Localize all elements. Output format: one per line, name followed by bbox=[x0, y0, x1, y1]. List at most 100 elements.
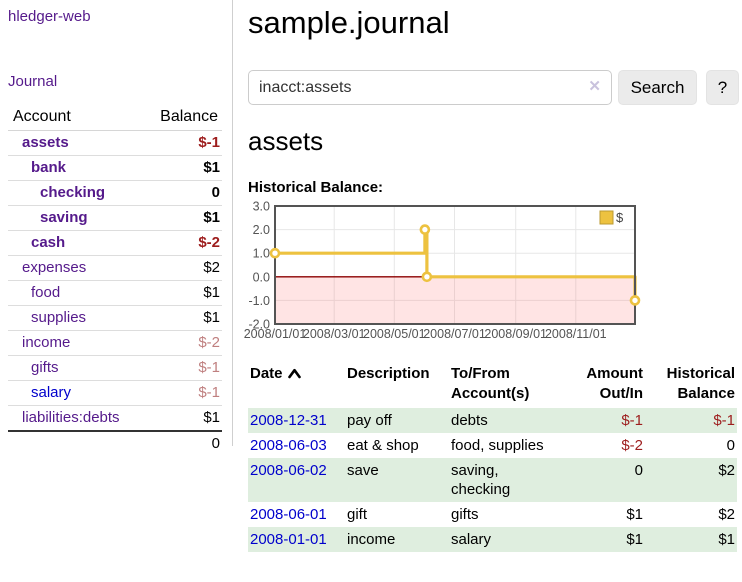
accounts-header-balance: Balance bbox=[141, 105, 222, 131]
search-button[interactable]: Search bbox=[618, 70, 697, 105]
accounts-header-account: Account bbox=[8, 105, 142, 131]
transaction-accounts: food, supplies bbox=[451, 437, 544, 454]
transaction-date-link[interactable]: 2008-06-02 bbox=[250, 462, 327, 479]
account-link[interactable]: food bbox=[31, 284, 61, 301]
account-balance: $-2 bbox=[141, 230, 222, 256]
svg-text:2008/09/01: 2008/09/01 bbox=[484, 327, 547, 341]
transaction-row: 2008-12-31 pay off debts $-1 $-1 bbox=[248, 408, 737, 433]
accounts-header-row: Account Balance bbox=[8, 105, 222, 131]
account-link[interactable]: salary bbox=[31, 384, 72, 401]
transaction-balance: $2 bbox=[718, 462, 735, 479]
account-link[interactable]: checking bbox=[40, 184, 106, 201]
account-link[interactable]: liabilities:debts bbox=[22, 409, 120, 426]
transaction-date-link[interactable]: 2008-06-01 bbox=[250, 506, 327, 523]
transaction-row: 2008-06-02 save saving, checking 0 $2 bbox=[248, 458, 737, 502]
data-point-marker bbox=[421, 271, 433, 283]
account-link[interactable]: assets bbox=[22, 134, 69, 151]
svg-text:3.0: 3.0 bbox=[253, 200, 270, 214]
svg-text:2008/07/01: 2008/07/01 bbox=[423, 327, 486, 341]
account-balance: $-2 bbox=[141, 330, 222, 356]
transaction-description: eat & shop bbox=[347, 437, 419, 454]
account-row: supplies $1 bbox=[8, 305, 222, 331]
sidebar-item-journal[interactable]: Journal bbox=[8, 73, 58, 90]
transaction-amount: 0 bbox=[634, 462, 643, 479]
transaction-accounts: salary bbox=[451, 531, 492, 548]
transaction-description: pay off bbox=[347, 412, 392, 429]
transaction-row: 2008-06-01 gift gifts $1 $2 bbox=[248, 502, 737, 527]
clear-search-icon[interactable]: ✕ bbox=[588, 78, 601, 95]
account-balance: 0 bbox=[141, 180, 222, 206]
transaction-amount: $1 bbox=[626, 531, 643, 548]
account-row: saving $1 bbox=[8, 205, 222, 231]
transaction-balance: 0 bbox=[726, 437, 735, 454]
search-form: ✕ Search ? bbox=[248, 70, 742, 105]
help-button[interactable]: ? bbox=[706, 70, 739, 105]
account-balance: $-1 bbox=[141, 380, 222, 406]
transaction-description: income bbox=[347, 531, 396, 548]
data-point-marker bbox=[629, 295, 641, 306]
account-balance: $1 bbox=[141, 280, 222, 306]
account-balance: $1 bbox=[141, 305, 222, 331]
transaction-date-link[interactable]: 2008-12-31 bbox=[250, 412, 327, 429]
account-row: food $1 bbox=[8, 280, 222, 306]
accounts-total-row: 0 bbox=[8, 430, 222, 456]
main-content: sample.journal ✕ Search ? assets Histori… bbox=[244, 0, 742, 552]
account-link[interactable]: expenses bbox=[22, 259, 87, 276]
svg-text:2008/01/01: 2008/01/01 bbox=[244, 327, 307, 341]
transaction-description: gift bbox=[347, 506, 368, 523]
transactions-table: Date Description To/From Account(s) Amou… bbox=[248, 362, 737, 552]
data-point-marker bbox=[419, 224, 431, 235]
svg-text:-1.0: -1.0 bbox=[248, 294, 270, 308]
transaction-description: save bbox=[347, 462, 379, 479]
transaction-amount: $-1 bbox=[621, 412, 643, 429]
data-point-marker bbox=[269, 247, 281, 259]
account-balance: $-1 bbox=[141, 355, 222, 381]
accounts-total-value: 0 bbox=[141, 430, 222, 456]
transaction-row: 2008-06-03 eat & shop food, supplies $-2 0 bbox=[248, 433, 737, 458]
account-link[interactable]: income bbox=[22, 334, 71, 351]
svg-text:1.0: 1.0 bbox=[253, 247, 270, 261]
account-link[interactable]: supplies bbox=[31, 309, 87, 326]
account-balance: $2 bbox=[141, 255, 222, 281]
register-heading: assets bbox=[248, 126, 324, 156]
transaction-balance: $-1 bbox=[713, 412, 735, 429]
column-header-accounts[interactable]: To/From Account(s) bbox=[451, 365, 530, 402]
transaction-row: 2008-01-01 income salary $1 $1 bbox=[248, 527, 737, 552]
svg-text:2008/05/01: 2008/05/01 bbox=[363, 327, 426, 341]
account-link[interactable]: gifts bbox=[31, 359, 59, 376]
accounts-table: Account Balance assets $-1 bank $1 checking 0… bbox=[8, 105, 222, 456]
svg-text:0.0: 0.0 bbox=[253, 270, 270, 284]
transactions-header-row: Date Description To/From Account(s) Amou… bbox=[248, 362, 737, 408]
transaction-amount: $-2 bbox=[621, 437, 643, 454]
account-row: checking 0 bbox=[8, 180, 222, 206]
legend-label: $ bbox=[616, 210, 624, 225]
column-header-description[interactable]: Description bbox=[347, 365, 430, 382]
column-header-balance[interactable]: Historical Balance bbox=[666, 365, 735, 402]
balance-chart-svg: 3.0 2.0 1.0 0.0 -1.0 -2.02008/01/012008/03/01… bbox=[244, 200, 641, 341]
transaction-balance: $2 bbox=[718, 506, 735, 523]
account-row: liabilities:debts $1 bbox=[8, 405, 222, 431]
column-header-date[interactable]: Date bbox=[248, 362, 345, 408]
account-link[interactable]: saving bbox=[40, 209, 88, 226]
historical-balance-chart: 3.0 2.0 1.0 0.0 -1.0 -2.0 2008/01/01 2008/03/01… bbox=[244, 200, 742, 343]
transaction-date-link[interactable]: 2008-06-03 bbox=[250, 437, 327, 454]
svg-text:2.0: 2.0 bbox=[253, 223, 270, 237]
search-input[interactable] bbox=[248, 70, 612, 105]
sidebar: hledger-web Journal Account Balance asse… bbox=[0, 0, 233, 456]
sort-ascending-icon bbox=[287, 365, 301, 385]
svg-text:2008/03/01: 2008/03/01 bbox=[303, 327, 366, 341]
svg-text:-2.0: -2.0 bbox=[248, 318, 270, 332]
account-balance: $1 bbox=[141, 155, 222, 181]
account-balance: $-1 bbox=[198, 134, 220, 151]
legend-swatch bbox=[599, 210, 614, 225]
account-link[interactable]: cash bbox=[31, 234, 66, 251]
account-balance: $1 bbox=[141, 405, 222, 431]
transaction-balance: $1 bbox=[718, 531, 735, 548]
account-link[interactable]: bank bbox=[31, 159, 67, 176]
transaction-date-link[interactable]: 2008-01-01 bbox=[250, 531, 327, 548]
account-row: gifts $-1 bbox=[8, 355, 222, 381]
brand-link[interactable]: hledger-web bbox=[8, 8, 91, 25]
column-header-amount[interactable]: Amount Out/In bbox=[586, 365, 643, 402]
account-row: bank $1 bbox=[8, 155, 222, 181]
transaction-accounts: saving, checking bbox=[451, 462, 511, 498]
